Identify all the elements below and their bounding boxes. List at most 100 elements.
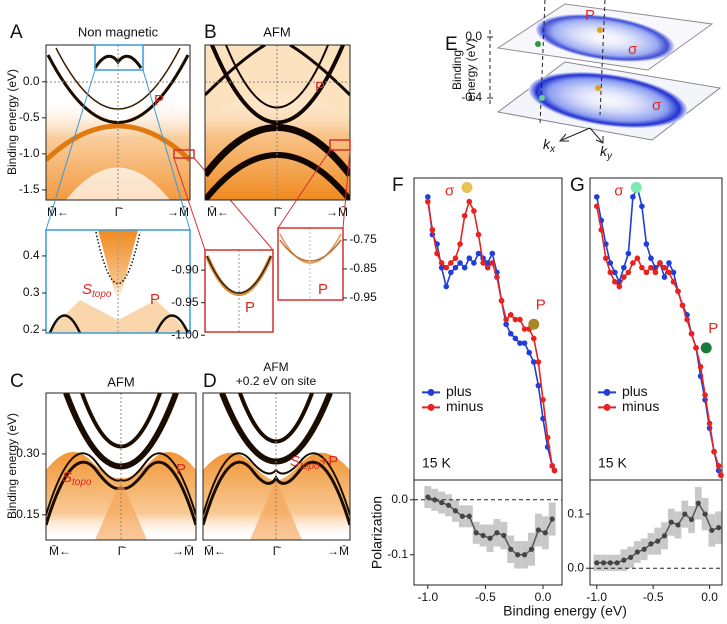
- data-point: [508, 546, 514, 552]
- data-point: [598, 227, 605, 233]
- data-point: [655, 538, 661, 544]
- inset-frame: [204, 249, 274, 333]
- zoom-line: [342, 149, 351, 229]
- band-image-b-inset-right: [279, 228, 342, 300]
- data-point: [448, 260, 454, 266]
- band-image-a-inset: [46, 230, 190, 333]
- data-point: [593, 194, 600, 200]
- data-point: [489, 260, 496, 266]
- data-point: [432, 497, 438, 503]
- y-tick-label: -1.0: [19, 146, 40, 160]
- data-point: [425, 198, 431, 205]
- band-image-b-inset-left: [205, 250, 273, 332]
- series-line: [427, 199, 556, 471]
- data-point: [612, 279, 618, 285]
- data-point: [452, 508, 459, 514]
- panel-label: D: [203, 371, 217, 392]
- temperature-label: 15 K: [422, 455, 451, 471]
- data-point: [600, 560, 607, 566]
- data-point: [621, 264, 627, 271]
- series-line: [427, 196, 556, 471]
- data-point: [438, 260, 445, 266]
- data-point: [484, 264, 491, 271]
- x-tick-label: -1.0: [417, 590, 438, 604]
- data-point: [702, 511, 708, 517]
- data-point: [693, 345, 699, 351]
- panel-title: AFM: [107, 374, 134, 389]
- frame: [45, 392, 197, 541]
- data-point: [612, 269, 618, 276]
- y-tick-label: 0.3: [23, 285, 40, 299]
- data-point: [706, 420, 713, 427]
- zoom-box: [94, 44, 144, 71]
- data-point: [639, 264, 645, 271]
- data-point: [535, 382, 542, 389]
- data-point: [549, 516, 555, 522]
- text: S: [62, 469, 72, 486]
- panel-label: B: [204, 22, 217, 43]
- k-label: Γ̄: [118, 544, 127, 558]
- frame: [202, 392, 351, 541]
- k-label: M̄←: [204, 544, 226, 558]
- text: topo: [300, 461, 320, 472]
- zoom-line: [277, 149, 331, 229]
- y-tick-label: -1.00: [171, 327, 199, 341]
- series-line: [596, 206, 722, 476]
- data-point: [457, 260, 463, 266]
- data-point: [517, 316, 523, 323]
- panel-label: C: [10, 371, 24, 392]
- y-tick-label: 0.0: [391, 492, 408, 506]
- surface-label: Stopo+P: [290, 453, 338, 472]
- polarization-plot: [593, 487, 722, 571]
- feature-label: P: [536, 296, 546, 313]
- band-label: P: [585, 7, 595, 24]
- data-point: [670, 279, 677, 285]
- data-point: [688, 330, 695, 337]
- zoom-box: [173, 149, 195, 159]
- data-point: [443, 283, 450, 290]
- data-point: [602, 255, 609, 262]
- legend-marker: [603, 403, 611, 411]
- y-axis-label: Polarization: [369, 496, 385, 569]
- legend-marker: [603, 388, 611, 396]
- data-point: [607, 560, 613, 566]
- data-point: [425, 494, 431, 500]
- k-label: →M̄: [326, 205, 348, 219]
- k-label: →M̄: [327, 544, 349, 558]
- data-point: [487, 535, 493, 541]
- data-point: [461, 264, 468, 271]
- data-point: [512, 316, 519, 323]
- data-point: [630, 260, 636, 266]
- legend-label: plus: [622, 383, 648, 399]
- data-point: [709, 527, 715, 533]
- data-point: [628, 554, 634, 560]
- data-point: [668, 519, 674, 525]
- data-point: [695, 500, 701, 506]
- x-tick-label: -0.5: [643, 590, 664, 604]
- y-tick-label: 0.0: [465, 29, 482, 43]
- plot-frame: [413, 479, 563, 586]
- panel-title: AFM: [263, 24, 290, 39]
- k-label: M̄←: [47, 205, 69, 219]
- data-point: [475, 250, 482, 257]
- data-point: [457, 241, 463, 247]
- y-axis-label: Binding energy (eV): [5, 413, 19, 519]
- data-point: [503, 316, 509, 323]
- data-point: [614, 560, 620, 566]
- data-point: [521, 340, 528, 346]
- data-point: [679, 302, 686, 309]
- data-point: [625, 250, 632, 257]
- data-point: [473, 530, 479, 536]
- data-point: [466, 255, 473, 262]
- data-point: [452, 264, 459, 271]
- k-label: Γ̄: [274, 205, 283, 219]
- band-label: P: [318, 281, 328, 298]
- data-point: [480, 260, 486, 266]
- data-point: [634, 255, 641, 262]
- data-point: [475, 231, 482, 238]
- data-point: [517, 340, 523, 346]
- surface-label: Stopo: [82, 281, 112, 300]
- x-tick-label: 0.0: [535, 590, 552, 604]
- y-tick-label: -0.85: [349, 261, 377, 275]
- band-label: P: [315, 79, 325, 96]
